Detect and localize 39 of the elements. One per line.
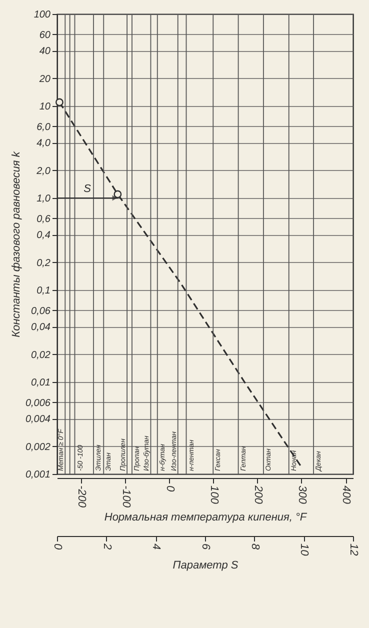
x2-tick-label: 200 [252,484,264,505]
x2-tick-label: 400 [340,486,352,505]
y-tick-label: 0,6 [36,214,51,225]
y-tick-label: 0,004 [25,414,51,426]
x-tick-label: 0 [52,544,64,550]
y-axis-title: Константы фазового равновесия k [10,151,22,338]
x-tick-label: 10 [298,544,310,557]
y-tick-label: 1,0 [36,194,51,204]
x2-axis-title: Нормальная температура кипения, °F [104,512,308,524]
y-tick-label: 0,006 [25,398,51,409]
y-tick-label: 6,0 [36,122,51,133]
y-tick-label: 0,02 [31,350,51,361]
y-tick-label: 0,04 [31,322,51,334]
x2-tick-label: 0 [164,486,176,492]
y-tick-label: 20 [38,74,51,85]
x-tick-label: 6 [200,544,212,550]
x-tick-label: 2 [100,542,113,550]
y-tick-label: 2,0 [36,166,51,177]
x-tick-label: 12 [348,544,360,556]
x2-tick-label: 300 [296,486,308,505]
x-tick-label: 4 [150,544,162,550]
y-tick-label: 4,0 [36,138,51,150]
y-tick-label: 100 [34,10,51,20]
y-tick-label: 60 [39,30,51,41]
x-tick-label: 8 [248,544,261,550]
y-tick-label: 40 [39,46,51,58]
y-tick-label: 10 [39,102,51,112]
annotation: S [84,183,92,195]
x2-tick-label: -100 [120,486,132,508]
y-tick-label: 0,01 [31,378,50,388]
y-tick-label: 0,001 [25,470,50,480]
y-tick-label: 0,4 [36,230,51,242]
x2-tick-label: 100 [208,486,220,505]
x2-tick-label: -200 [76,486,88,508]
x-axis-title: Параметр S [172,560,239,572]
y-tick-label: 0,1 [36,286,50,296]
y-tick-label: 0,2 [36,258,51,269]
y-tick-label: 0,06 [31,306,51,317]
y-tick-label: 0,002 [25,442,51,453]
